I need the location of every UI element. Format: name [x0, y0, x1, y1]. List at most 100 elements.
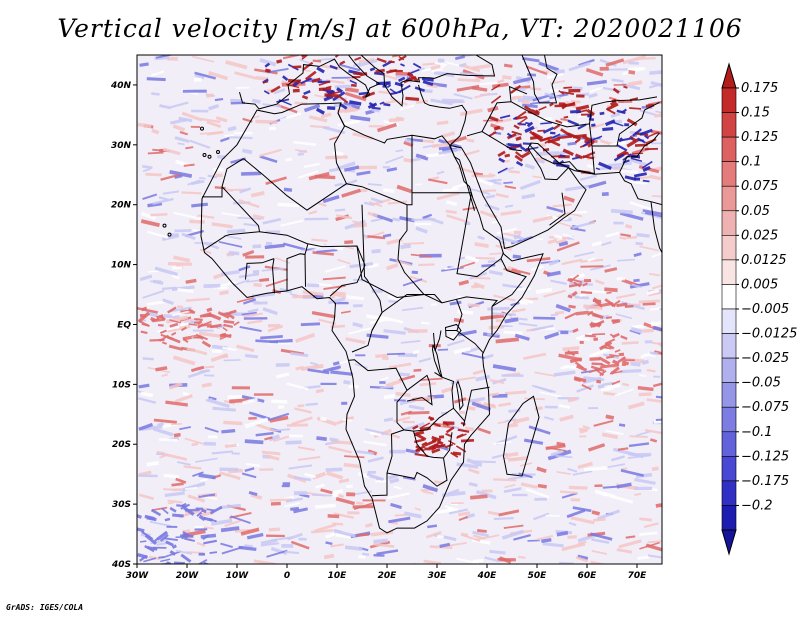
velocity-streak [613, 153, 625, 162]
velocity-streak [512, 254, 522, 259]
velocity-streak [551, 121, 568, 126]
velocity-streak [182, 334, 198, 341]
velocity-streak [541, 538, 552, 543]
map-frame [136, 54, 663, 565]
velocity-streak [383, 393, 396, 400]
velocity-streak [196, 511, 203, 517]
velocity-streak [608, 162, 632, 167]
velocity-streak [142, 193, 158, 200]
velocity-streak [184, 537, 196, 542]
velocity-streak [282, 482, 291, 486]
velocity-streak [303, 162, 320, 168]
velocity-streak [140, 540, 147, 543]
velocity-streak [209, 505, 223, 515]
velocity-streak [144, 534, 158, 546]
lake-malawi [455, 380, 464, 411]
velocity-streak [175, 536, 183, 539]
velocity-streak [530, 87, 542, 91]
velocity-streak [161, 373, 169, 377]
velocity-streak [595, 167, 601, 171]
velocity-streak [555, 303, 571, 313]
velocity-streak [345, 87, 359, 93]
velocity-streak [533, 512, 550, 521]
velocity-streak [520, 145, 528, 153]
velocity-streak [138, 320, 150, 327]
velocity-streak [341, 401, 348, 405]
velocity-streak [411, 270, 419, 275]
colorbar-label: −0.025 [741, 351, 789, 366]
velocity-streak [561, 542, 586, 552]
velocity-streak [458, 511, 471, 517]
velocity-streak [248, 416, 257, 420]
velocity-streak [369, 474, 384, 481]
velocity-streak [203, 516, 213, 522]
velocity-streak [549, 102, 554, 107]
velocity-streak [502, 75, 512, 80]
velocity-streak [401, 306, 424, 312]
velocity-streak [634, 492, 642, 496]
velocity-streak [661, 140, 662, 146]
velocity-field [137, 55, 662, 564]
velocity-streak [349, 79, 358, 85]
velocity-streak [599, 111, 605, 116]
velocity-streak [140, 306, 148, 312]
velocity-streak [453, 93, 473, 100]
velocity-streak [292, 65, 302, 69]
velocity-streak [327, 106, 336, 110]
velocity-streak [202, 534, 210, 541]
velocity-streak [503, 524, 524, 529]
velocity-streak [203, 441, 216, 446]
velocity-streak [422, 80, 434, 87]
velocity-streak [501, 529, 525, 540]
velocity-streak [189, 219, 205, 224]
africa-coastline [200, 102, 544, 534]
velocity-streak [576, 384, 594, 393]
lon-tick-label: 30E [428, 571, 448, 581]
lon-tick-label: 30W [126, 571, 150, 581]
velocity-streak [166, 525, 178, 528]
velocity-streak [242, 250, 255, 257]
velocity-streak [187, 494, 206, 503]
velocity-streak [575, 331, 594, 340]
velocity-streak [492, 312, 516, 316]
velocity-streak [616, 277, 625, 281]
velocity-streak [605, 355, 615, 359]
velocity-streak [550, 279, 567, 285]
velocity-streak [265, 176, 287, 186]
velocity-streak [398, 372, 410, 377]
velocity-streak [629, 282, 650, 289]
velocity-streak [336, 94, 349, 104]
velocity-streak [572, 328, 579, 333]
velocity-streak [213, 167, 224, 172]
velocity-streak [168, 382, 183, 390]
velocity-streak [535, 151, 560, 156]
velocity-streak [640, 352, 653, 359]
velocity-streak [325, 265, 346, 273]
velocity-streak [394, 513, 408, 517]
velocity-streak [281, 485, 290, 488]
velocity-streak [526, 256, 551, 263]
velocity-streak [215, 173, 223, 178]
velocity-streak [558, 240, 569, 247]
velocity-streak [428, 441, 442, 449]
velocity-streak [405, 96, 420, 101]
velocity-streak [534, 109, 540, 115]
velocity-streak [438, 435, 445, 439]
velocity-streak [605, 316, 613, 320]
velocity-streak [431, 142, 451, 148]
velocity-streak [552, 124, 561, 130]
velocity-streak [285, 497, 303, 503]
colorbar-label: 0.15 [741, 106, 770, 121]
velocity-streak [514, 333, 530, 341]
velocity-streak [394, 399, 406, 402]
velocity-streak [150, 508, 162, 517]
velocity-streak [174, 136, 190, 144]
velocity-streak [318, 80, 331, 86]
velocity-streak [503, 181, 513, 184]
island-outline [200, 126, 204, 131]
velocity-streak [155, 366, 168, 372]
velocity-streak [198, 334, 208, 341]
velocity-streak [572, 133, 587, 139]
velocity-streak [224, 443, 237, 448]
velocity-streak [570, 516, 595, 525]
